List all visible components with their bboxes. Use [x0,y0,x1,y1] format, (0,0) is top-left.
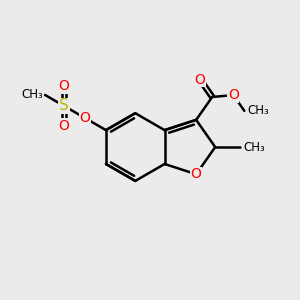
Text: O: O [191,167,202,181]
Text: CH₃: CH₃ [244,141,266,154]
Text: O: O [59,119,70,133]
Text: S: S [59,98,69,113]
Text: CH₃: CH₃ [247,104,269,117]
Text: O: O [80,111,91,125]
Text: O: O [228,88,239,102]
Text: O: O [195,73,206,87]
Text: CH₃: CH₃ [22,88,44,101]
Text: O: O [59,79,70,93]
